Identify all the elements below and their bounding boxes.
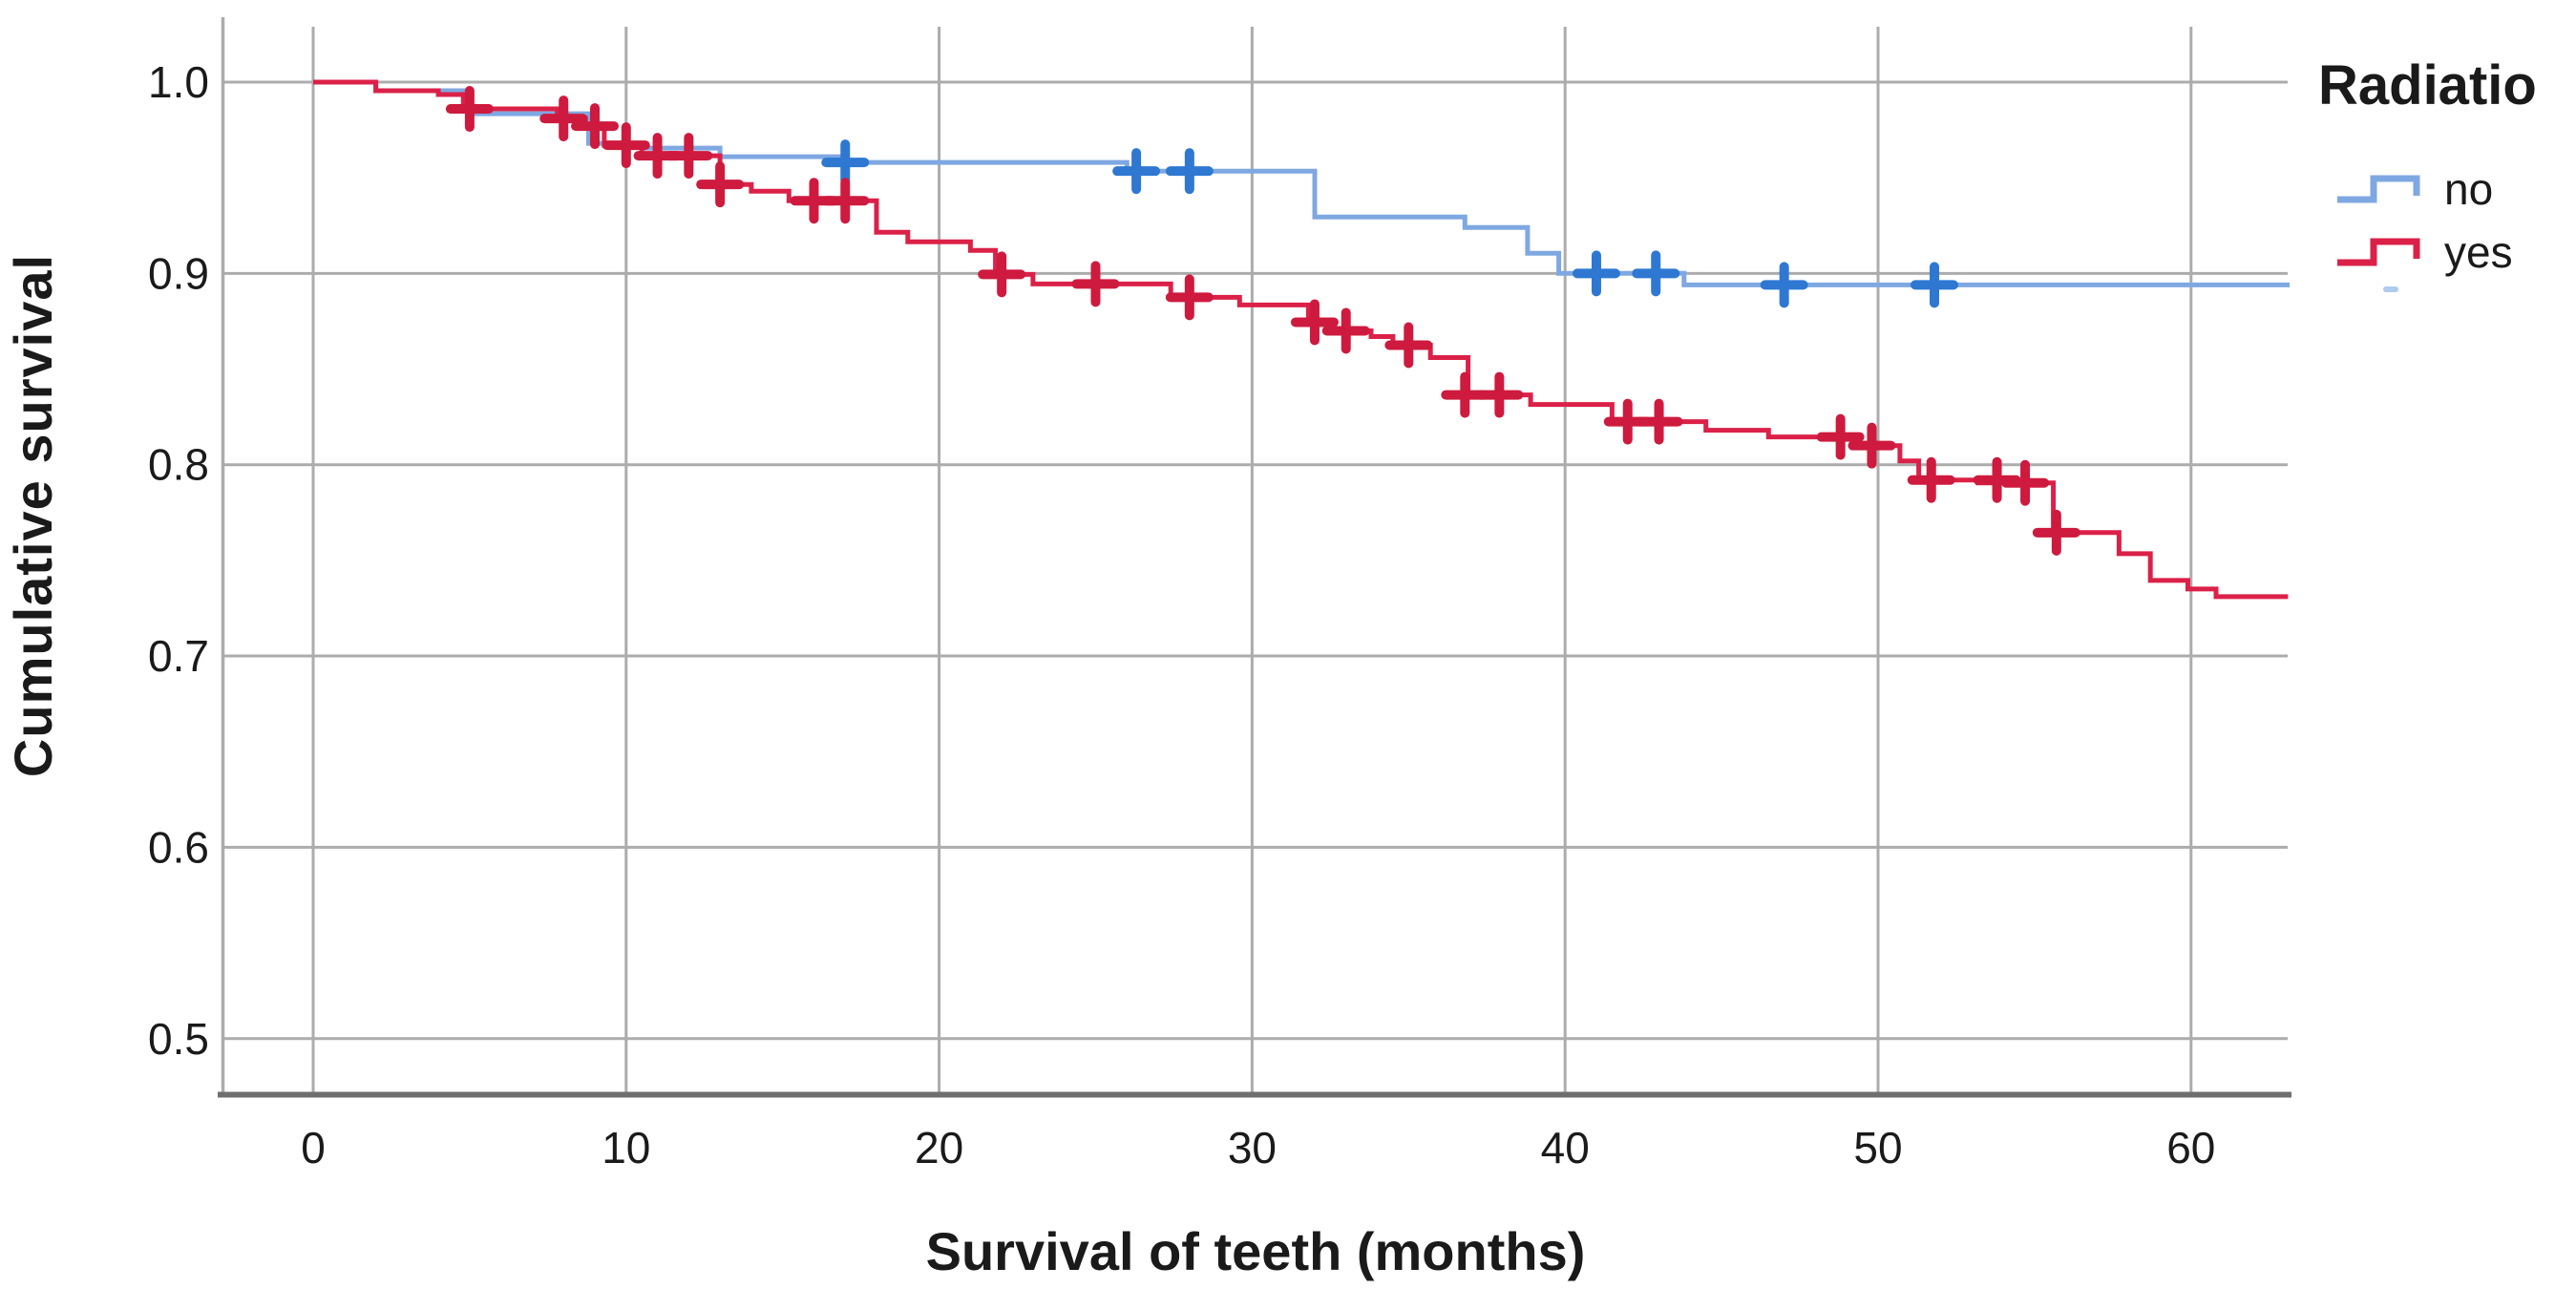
step-line-no xyxy=(313,79,2291,287)
step-line-icon xyxy=(2337,175,2420,203)
censor-mark-yes xyxy=(571,103,620,150)
survival-curve-yes xyxy=(313,79,2289,600)
censor-mark-yes xyxy=(1071,261,1120,307)
censor-mark-yes xyxy=(1290,299,1339,346)
censor-mark-yes xyxy=(821,178,870,224)
censor-mark-yes xyxy=(978,251,1026,298)
censor-mark-yes xyxy=(1635,398,1683,445)
x-axis-title: Survival of teeth (months) xyxy=(925,1221,1586,1281)
censor-mark-no xyxy=(1911,262,1959,308)
step-line-yes xyxy=(313,79,2289,600)
censor-mark-no xyxy=(1760,262,1808,308)
censor-mark-yes xyxy=(1384,322,1433,369)
x-tick-label: 60 xyxy=(2166,1123,2215,1173)
censor-mark-yes xyxy=(1816,413,1865,460)
x-tick-label: 20 xyxy=(915,1123,963,1173)
y-tick-label: 0.6 xyxy=(148,822,209,872)
censor-mark-yes xyxy=(2001,459,2050,506)
censor-mark-yes xyxy=(665,133,713,180)
censor-mark-no xyxy=(1165,148,1214,195)
legend-label-no: no xyxy=(2444,164,2494,214)
y-axis-title: Cumulative survival xyxy=(3,253,63,778)
x-tick-label: 0 xyxy=(301,1123,326,1173)
y-tick-label: 0.8 xyxy=(148,440,209,490)
censor-mark-yes xyxy=(2032,509,2080,556)
x-tick-label: 40 xyxy=(1541,1123,1590,1173)
legend-item-no: no xyxy=(2335,158,2576,221)
x-tick-label: 30 xyxy=(1228,1123,1277,1173)
x-tick-label: 50 xyxy=(1853,1123,1902,1173)
censor-mark-yes xyxy=(1321,307,1370,354)
censor-mark-yes xyxy=(1907,456,1955,503)
censor-mark-yes xyxy=(1165,274,1214,321)
step-line-icon xyxy=(2337,238,2420,266)
y-tick-label: 1.0 xyxy=(148,57,209,107)
x-tick-label: 10 xyxy=(602,1123,650,1173)
legend: Radiatio no yes xyxy=(2318,53,2576,284)
censor-mark-no xyxy=(1572,250,1620,297)
y-tick-label: 0.5 xyxy=(148,1014,209,1064)
legend-item-yes: yes xyxy=(2335,221,2576,284)
x-grid-and-ticks: 0 10 20 30 40 50 60 xyxy=(301,27,2215,1173)
censor-mark-yes xyxy=(1475,371,1524,418)
survival-curve-no xyxy=(313,79,2291,308)
stray-mark xyxy=(2383,286,2398,292)
y-tick-label: 0.7 xyxy=(148,631,209,681)
censor-mark-yes xyxy=(539,95,588,142)
censor-mark-no xyxy=(1632,250,1680,297)
censor-mark-yes xyxy=(602,122,650,169)
legend-title: Radiatio xyxy=(2318,54,2537,116)
censor-mark-no xyxy=(1112,148,1161,195)
y-grid-and-ticks: 1.0 0.9 0.8 0.7 0.6 0.5 xyxy=(148,57,2288,1064)
censor-mark-yes xyxy=(445,86,494,133)
legend-label-yes: yes xyxy=(2444,227,2513,277)
y-tick-label: 0.9 xyxy=(148,248,209,298)
censor-mark-no xyxy=(821,139,870,186)
censor-mark-yes xyxy=(696,161,745,208)
censor-mark-yes xyxy=(1848,422,1896,469)
